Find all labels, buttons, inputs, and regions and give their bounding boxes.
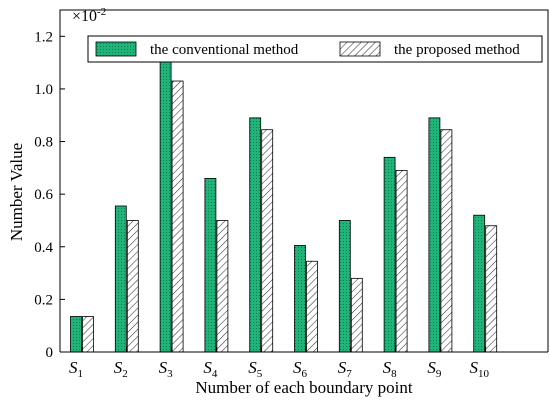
legend-label-conventional: the conventional method	[150, 42, 299, 58]
legend-label-proposed: the proposed method	[394, 42, 520, 58]
bar-proposed-s8	[395, 170, 408, 353]
bar-proposed-s10	[485, 225, 498, 353]
y-scale-multiplier: ×10-2	[72, 6, 106, 25]
y-tick-label: 0.6	[34, 187, 53, 203]
tick-layer: 0 0.2 0.4 0.6 0.8 1.0 1.2 S1 S2 S3 S4 S5 S6 S7 S8 S9 S10	[34, 29, 489, 380]
y-tick-label: 0	[46, 345, 54, 361]
y-tick-label: 1.0	[34, 82, 53, 98]
y-tick-label: 0.2	[34, 292, 53, 308]
y-scale-exponent: -2	[97, 6, 106, 18]
bar-conventional-s4	[204, 177, 217, 353]
bars-layer	[70, 53, 498, 353]
bar-conventional-s6	[294, 245, 306, 353]
y-tick-label: 1.2	[34, 29, 53, 45]
x-tick-label: S8	[383, 358, 398, 380]
x-tick-label: S2	[114, 358, 128, 380]
x-tick-label: S7	[338, 358, 353, 380]
x-tick-label: S6	[293, 358, 308, 380]
bar-conventional-s10	[473, 214, 486, 353]
plot-frame	[59, 9, 549, 352]
bar-proposed-s3	[171, 80, 184, 353]
bar-conventional-s5	[249, 117, 262, 353]
legend-swatch-conventional	[95, 41, 137, 57]
legend-swatch-proposed	[339, 41, 381, 57]
bar-proposed-s5	[261, 129, 274, 353]
y-tick-label: 0.8	[34, 135, 53, 151]
y-tick-label: 0.4	[34, 240, 53, 256]
bar-proposed-s7	[350, 277, 363, 353]
x-tick-label: S4	[203, 358, 218, 380]
x-tick-label: S3	[159, 358, 174, 380]
x-axis-label: Number of each boundary point	[195, 378, 412, 397]
x-tick-label: S10	[469, 358, 489, 380]
bar-proposed-s6	[306, 260, 318, 353]
bar-conventional-s1	[70, 316, 82, 353]
x-tick-label: S9	[427, 358, 442, 380]
bar-conventional-s7	[338, 220, 351, 353]
legend-box	[87, 35, 543, 63]
bar-conventional-s2	[114, 205, 127, 353]
bar-proposed-s4	[216, 220, 229, 353]
bar-conventional-s9	[428, 117, 441, 353]
legend: the conventional method the proposed met…	[87, 35, 543, 63]
bar-proposed-s9	[440, 129, 453, 353]
x-tick-label: S1	[69, 358, 83, 380]
bar-conventional-s3	[159, 53, 172, 353]
x-tick-label: S5	[248, 358, 263, 380]
bar-conventional-s8	[383, 156, 396, 353]
bar-proposed-s2	[126, 220, 139, 353]
y-axis-label: Number Value	[7, 143, 26, 241]
bar-proposed-s1	[82, 316, 94, 353]
